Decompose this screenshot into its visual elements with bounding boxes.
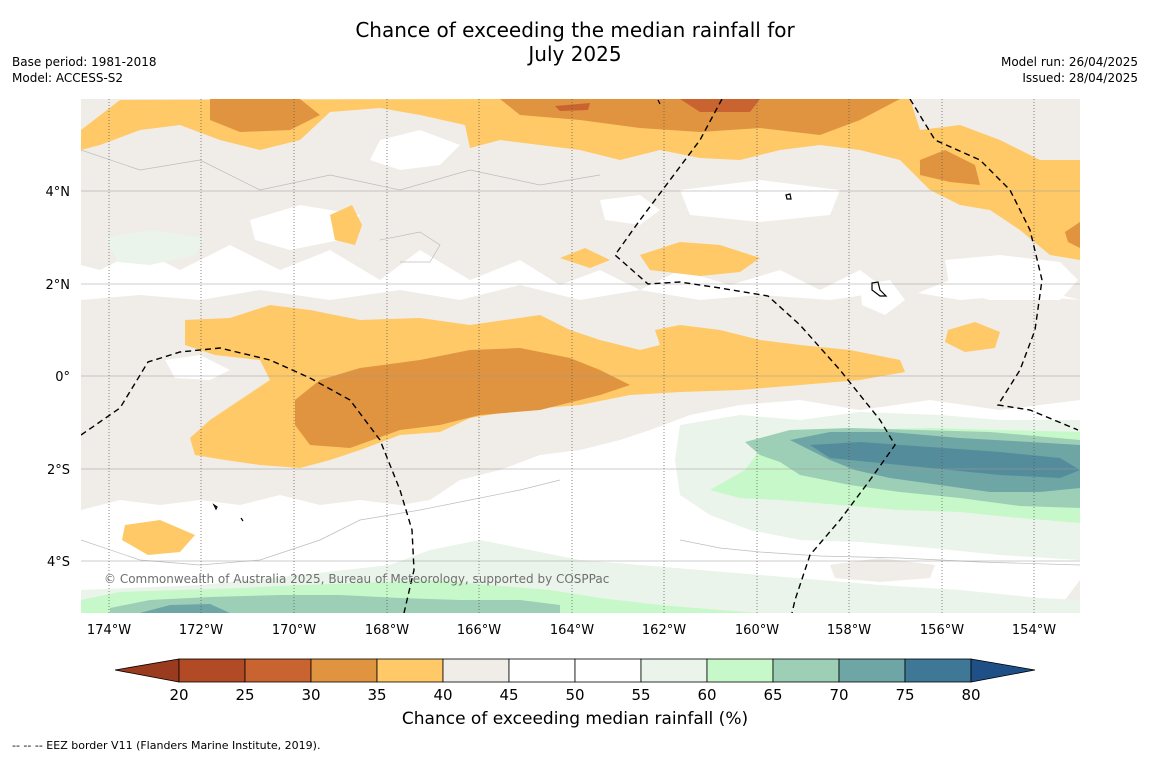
eez-footer-note: -- -- -- EEZ border V11 (Flanders Marine… [12, 739, 321, 752]
colorbar: 20 25 30 35 40 45 50 55 60 65 70 75 80 [114, 658, 1036, 700]
meta-left: Base period: 1981-2018 Model: ACCESS-S2 [12, 54, 157, 86]
eez-border-west [81, 347, 415, 613]
colorbar-tick-label: 30 [301, 686, 320, 700]
contour-55-60-west [105, 230, 205, 265]
contour-45-55-patch-2 [600, 195, 660, 225]
contour-35-40-mid-patch [640, 242, 760, 276]
colorbar-label: Chance of exceeding median rainfall (%) [401, 709, 749, 729]
longitude-labels: 174°W 172°W 170°W 168°W 166°W 164°W 162°… [87, 623, 1056, 638]
lat-label-2n: 2°N [46, 278, 71, 293]
colorbar-tick-label: 60 [697, 686, 716, 700]
colorbar-tick-label: 75 [895, 686, 914, 700]
colorbar-swatch [442, 658, 510, 683]
contour-65-70-south [110, 595, 560, 613]
lon-label-156w: 156°W [920, 623, 964, 638]
title-line-1: Chance of exceeding the median rainfall … [355, 18, 795, 42]
contour-25-30-north [680, 99, 760, 112]
colorbar-tick-label: 20 [169, 686, 188, 700]
contour-30-35-e-edge [1065, 222, 1080, 248]
colorbar-tick-label: 80 [961, 686, 980, 700]
copyright-text: © Commonwealth of Australia 2025, Bureau… [104, 572, 609, 586]
contour-45-55-patch-3 [680, 180, 840, 222]
contour-45-55-patch-1 [370, 130, 460, 170]
lat-label-4n: 4°N [46, 185, 71, 200]
lon-label-172w: 172°W [179, 623, 223, 638]
colorbar-tick-label: 25 [235, 686, 254, 700]
colorbar-tick-label: 45 [499, 686, 518, 700]
colorbar-tick-label: 55 [631, 686, 650, 700]
contour-30-35-central [295, 348, 630, 448]
colorbar-swatch [310, 658, 378, 683]
lon-label-174w: 174°W [87, 623, 131, 638]
colorbar-tick-label: 50 [565, 686, 584, 700]
lon-label-168w: 168°W [365, 623, 409, 638]
contour-35-40-north-band [81, 99, 1080, 260]
colorbar-swatch [904, 658, 972, 683]
contour-lines [81, 149, 1080, 566]
lon-label-162w: 162°W [642, 623, 686, 638]
rainfall-map: © Commonwealth of Australia 2025, Bureau… [46, 99, 1080, 700]
colorbar-high-extend [970, 658, 1036, 683]
colorbar-swatches [178, 658, 972, 683]
eez-border-central [614, 99, 896, 613]
colorbar-tick-label: 65 [763, 686, 782, 700]
lon-label-170w: 170°W [272, 623, 316, 638]
contour-35-40-east-patch [945, 322, 1000, 352]
base-period-text: Base period: 1981-2018 [12, 55, 157, 69]
colorbar-swatch [244, 658, 312, 683]
contour-35-40-small-patch [560, 248, 610, 268]
colorbar-swatch [838, 658, 906, 683]
contour-45-55-patch-4 [945, 255, 1078, 300]
contour-45-55-patch-7 [165, 355, 230, 380]
contour-35-40-west-patch [330, 205, 362, 245]
lat-label-2s: 2°S [47, 463, 70, 478]
colorbar-tick-label: 70 [829, 686, 848, 700]
lat-label-4s: 4°S [47, 555, 70, 570]
lon-label-154w: 154°W [1012, 623, 1056, 638]
title-line-2: July 2025 [528, 42, 622, 66]
colorbar-swatch [178, 658, 246, 683]
islands [212, 99, 888, 522]
contour-70-75-south [140, 604, 230, 613]
contour-25-30-north-2 [555, 103, 590, 111]
colorbar-swatch [772, 658, 840, 683]
colorbar-tick-label: 35 [367, 686, 386, 700]
contour-30-35-north [210, 99, 320, 132]
lon-label-160w: 160°W [735, 623, 779, 638]
gridlines [81, 190, 1080, 562]
colorbar-swatch [640, 658, 708, 683]
contour-40-45-south [830, 558, 935, 582]
model-run-text: Model run: 26/04/2025 [1000, 55, 1138, 69]
colorbar-swatch [574, 658, 642, 683]
contour-40-45-north [81, 99, 1080, 300]
lon-label-164w: 164°W [550, 623, 594, 638]
colorbar-low-extend [114, 658, 180, 683]
lat-label-0: 0° [55, 370, 70, 385]
lon-label-166w: 166°W [457, 623, 501, 638]
colorbar-swatch [376, 658, 444, 683]
latitude-labels: 4°N 2°N 0° 2°S 4°S [46, 185, 71, 570]
contour-45-55-patch-6 [860, 280, 905, 315]
eez-borders [81, 99, 1079, 613]
issued-text: Issued: 28/04/2025 [1022, 71, 1138, 85]
map-area: © Commonwealth of Australia 2025, Bureau… [81, 99, 1080, 613]
lon-label-158w: 158°W [827, 623, 871, 638]
meta-right: Model run: 26/04/2025 Issued: 28/04/2025 [1001, 54, 1138, 86]
map-title: Chance of exceeding the median rainfall … [0, 18, 1150, 66]
colorbar-tick-label: 40 [433, 686, 452, 700]
contour-30-35-north-2 [500, 99, 900, 135]
colorbar-swatch [508, 658, 576, 683]
contour-35-40-nw-patch [146, 100, 175, 122]
colorbar-ticks: 20 25 30 35 40 45 50 55 60 65 70 75 80 [169, 686, 980, 700]
eez-border-east [909, 99, 1079, 431]
model-text: Model: ACCESS-S2 [12, 71, 124, 85]
contour-35-40-sw-patch [122, 520, 195, 555]
contour-30-35-ne [920, 150, 980, 185]
colorbar-swatch [706, 658, 774, 683]
